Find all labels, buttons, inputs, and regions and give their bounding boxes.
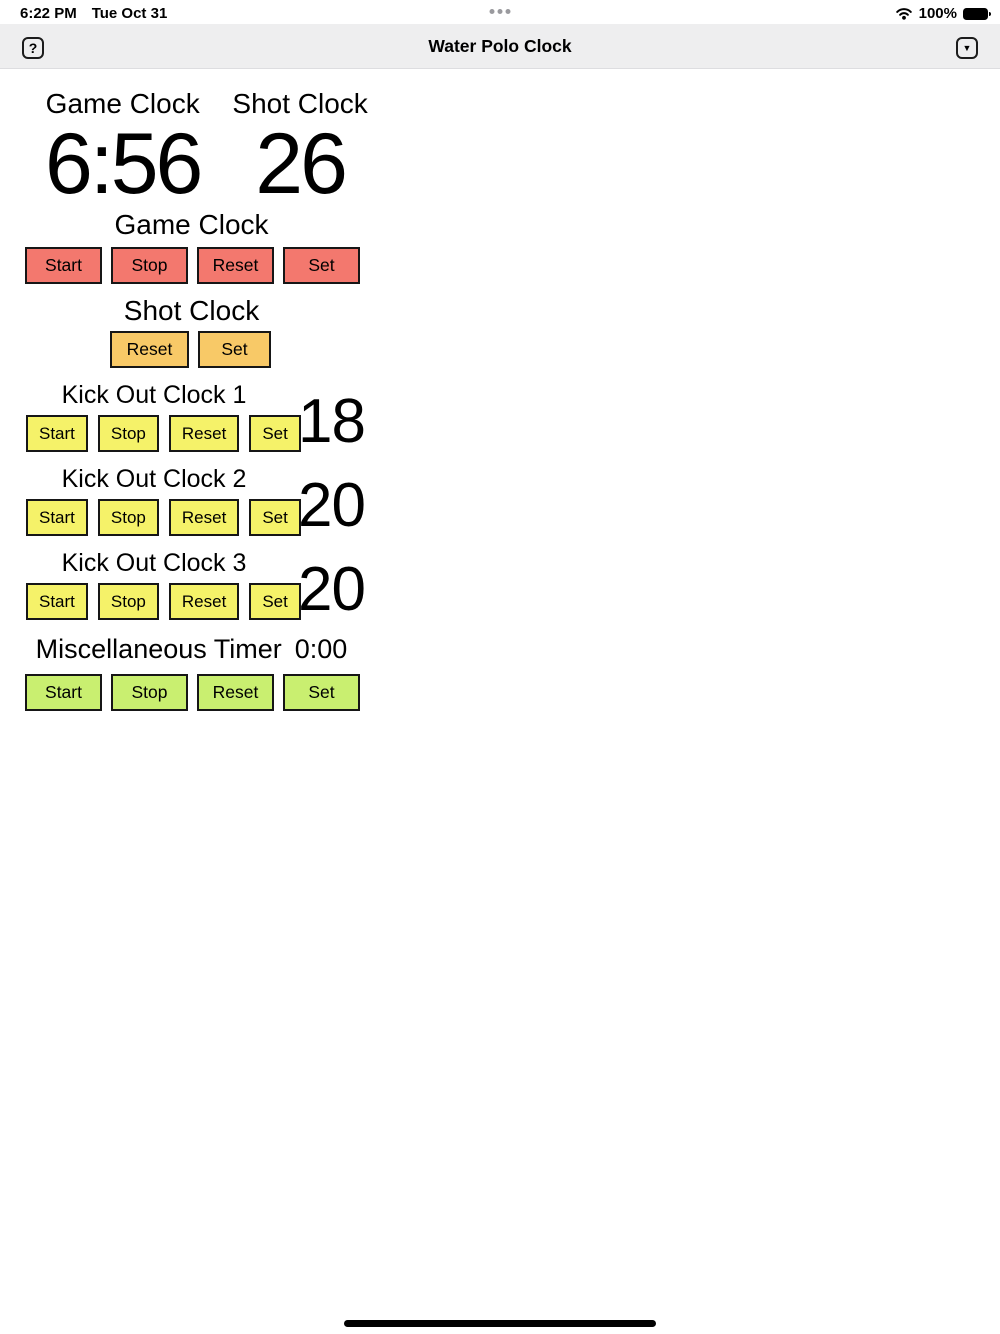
shot-clock-display-label: Shot Clock bbox=[232, 88, 368, 119]
kick-out-clock-2-set-button[interactable]: Set bbox=[249, 499, 301, 536]
kick-out-clock-3-section: Kick Out Clock 3 Start Stop Reset Set 20 bbox=[0, 548, 383, 624]
status-bar: 6:22 PM Tue Oct 31 100% bbox=[0, 0, 1000, 24]
kick-out-clock-1-set-button[interactable]: Set bbox=[249, 415, 301, 452]
kick-out-clock-3-title: Kick Out Clock 3 bbox=[61, 549, 247, 577]
misc-timer-title: Miscellaneous Timer bbox=[35, 634, 282, 664]
status-bar-left: 6:22 PM Tue Oct 31 bbox=[20, 2, 167, 22]
kick-out-clock-1-buttons: Start Stop Reset Set bbox=[0, 415, 383, 452]
misc-timer-buttons: Start Stop Reset Set bbox=[0, 674, 1000, 711]
page-title: Water Polo Clock bbox=[428, 35, 572, 56]
kick-out-clock-2-value: 20 bbox=[298, 471, 366, 540]
game-clock-buttons: Start Stop Reset Set bbox=[0, 247, 1000, 284]
kick-out-clock-3-value: 20 bbox=[298, 555, 366, 624]
kick-out-clock-1-value: 18 bbox=[298, 387, 366, 456]
misc-timer-reset-button[interactable]: Reset bbox=[197, 674, 274, 711]
misc-timer-start-button[interactable]: Start bbox=[25, 674, 102, 711]
game-clock-display-label: Game Clock bbox=[45, 88, 200, 119]
game-clock-stop-button[interactable]: Stop bbox=[111, 247, 188, 284]
kick-out-clock-3-buttons: Start Stop Reset Set bbox=[0, 583, 383, 620]
kick-out-clock-2-title: Kick Out Clock 2 bbox=[61, 465, 247, 493]
game-clock-display: Game Clock 6:56 bbox=[45, 87, 203, 212]
kick-out-clock-1-stop-button[interactable]: Stop bbox=[97, 415, 159, 452]
kick-out-clock-3-start-button[interactable]: Start bbox=[26, 583, 88, 620]
game-clock-reset-button[interactable]: Reset bbox=[197, 247, 274, 284]
kick-out-clock-1-reset-button[interactable]: Reset bbox=[168, 415, 240, 452]
nav-bar: ? Water Polo Clock ▼ bbox=[0, 24, 1000, 69]
clock-display-row: Game Clock 6:56 Shot Clock 26 bbox=[0, 69, 1000, 208]
wifi-icon bbox=[895, 7, 913, 20]
game-clock-set-button[interactable]: Set bbox=[283, 247, 360, 284]
kick-out-clock-2-buttons: Start Stop Reset Set bbox=[0, 499, 383, 536]
game-clock-start-button[interactable]: Start bbox=[25, 247, 102, 284]
misc-timer-set-button[interactable]: Set bbox=[283, 674, 360, 711]
shot-clock-reset-button[interactable]: Reset bbox=[110, 331, 189, 368]
triangle-down-icon: ▼ bbox=[962, 42, 972, 53]
game-clock-section-title: Game Clock bbox=[114, 209, 269, 240]
kick-out-clock-3-stop-button[interactable]: Stop bbox=[97, 583, 159, 620]
game-clock-value: 6:56 bbox=[45, 116, 203, 212]
collapse-button[interactable]: ▼ bbox=[956, 37, 978, 59]
kick-out-clock-2-start-button[interactable]: Start bbox=[26, 499, 88, 536]
shot-clock-display: Shot Clock 26 bbox=[232, 87, 367, 208]
kick-out-clock-2-section: Kick Out Clock 2 Start Stop Reset Set 20 bbox=[0, 464, 383, 540]
battery-percent-text: 100% bbox=[918, 5, 957, 22]
shot-clock-section-title: Shot Clock bbox=[123, 295, 260, 326]
kick-out-clock-1-title: Kick Out Clock 1 bbox=[61, 381, 247, 409]
battery-icon bbox=[963, 7, 991, 20]
status-bar-right: 100% bbox=[895, 2, 991, 22]
shot-clock-set-button[interactable]: Set bbox=[198, 331, 271, 368]
misc-timer-stop-button[interactable]: Stop bbox=[111, 674, 188, 711]
misc-timer-value: 0:00 bbox=[294, 634, 348, 664]
help-button[interactable]: ? bbox=[22, 37, 44, 59]
question-mark-icon: ? bbox=[28, 40, 38, 56]
shot-clock-buttons: Reset Set bbox=[0, 331, 1000, 368]
kick-out-clock-2-stop-button[interactable]: Stop bbox=[97, 499, 159, 536]
misc-timer-header: Miscellaneous Timer 0:00 bbox=[0, 633, 383, 665]
kick-out-clock-3-reset-button[interactable]: Reset bbox=[168, 583, 240, 620]
home-indicator[interactable] bbox=[344, 1320, 656, 1327]
kick-out-clock-2-reset-button[interactable]: Reset bbox=[168, 499, 240, 536]
kick-out-clock-1-section: Kick Out Clock 1 Start Stop Reset Set 18 bbox=[0, 380, 383, 456]
clock-time-text: 6:22 PM bbox=[20, 5, 77, 22]
kick-out-clock-3-set-button[interactable]: Set bbox=[249, 583, 301, 620]
multitask-dots-icon bbox=[489, 9, 511, 14]
date-text: Tue Oct 31 bbox=[91, 5, 168, 22]
shot-clock-value: 26 bbox=[255, 116, 348, 212]
kick-out-clock-1-start-button[interactable]: Start bbox=[26, 415, 88, 452]
